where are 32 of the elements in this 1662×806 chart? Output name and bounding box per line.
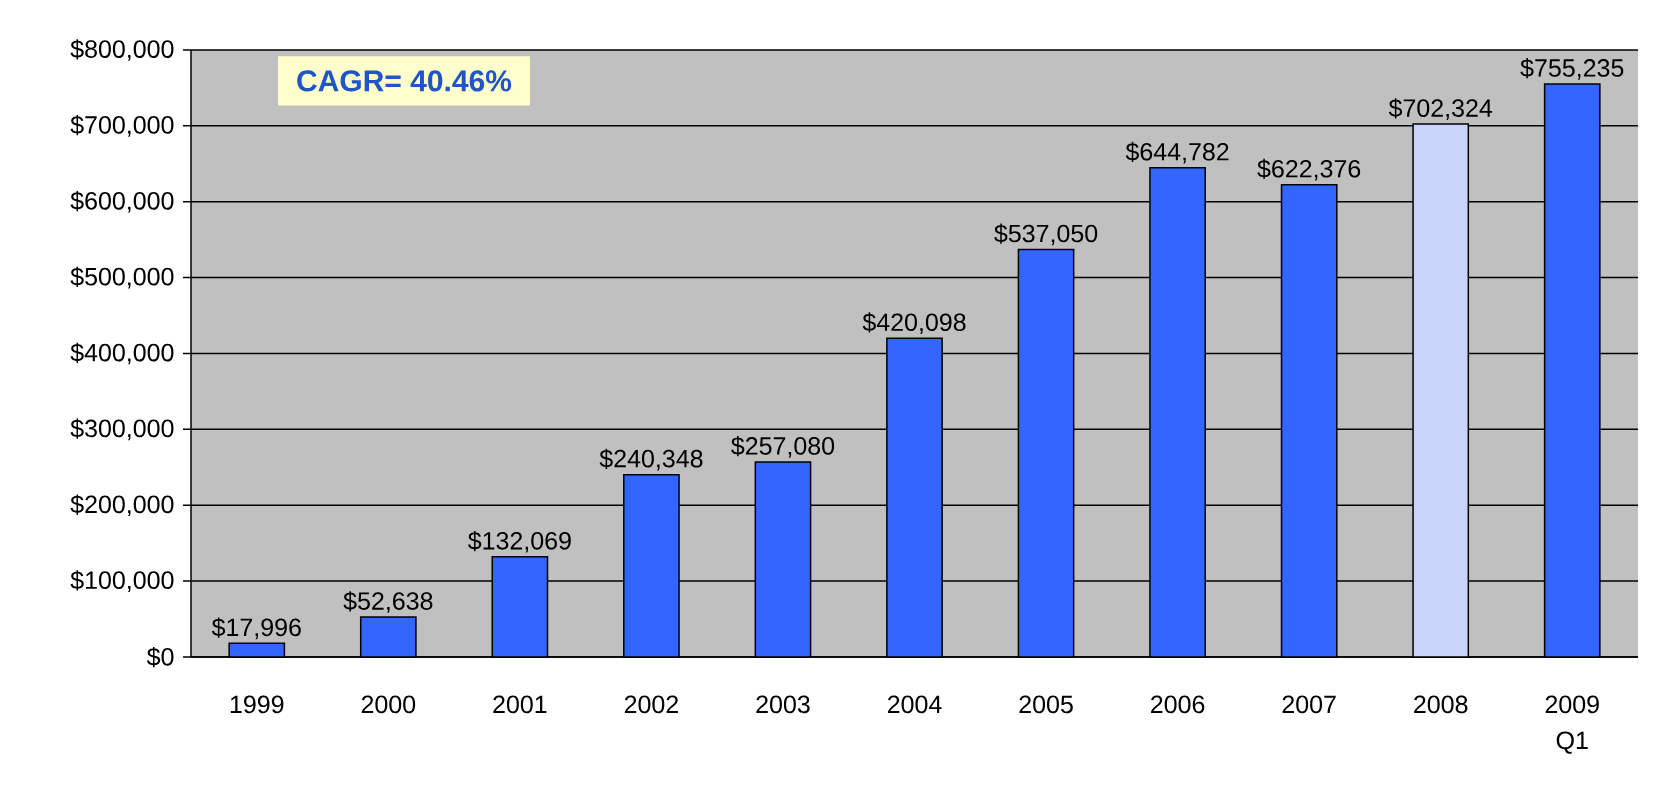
y-tick-label: $600,000 — [70, 190, 174, 213]
data-label: $537,050 — [994, 223, 1098, 246]
data-label: $755,235 — [1520, 58, 1624, 80]
x-tick-label: 2009 Q1 — [1545, 695, 1599, 754]
data-label: $622,376 — [1257, 158, 1361, 181]
x-tick-label: 2007 — [1282, 695, 1336, 714]
y-tick-label: $800,000 — [70, 39, 174, 61]
y-tick-label: $300,000 — [70, 418, 174, 441]
data-label: $702,324 — [1388, 98, 1493, 120]
data-label: $240,348 — [599, 448, 703, 471]
y-tick-label: $400,000 — [70, 342, 174, 365]
x-tick-label: 2000 — [361, 695, 416, 714]
data-label: $52,638 — [343, 591, 433, 613]
x-tick-label: 2006 — [1151, 695, 1205, 714]
data-label: $17,996 — [211, 617, 301, 640]
data-label: $420,098 — [862, 312, 966, 335]
data-label: $257,080 — [731, 436, 835, 458]
x-tick-label: 2001 — [493, 695, 547, 714]
data-label: $644,782 — [1125, 141, 1229, 164]
x-tick-label: 1999 — [230, 695, 284, 714]
y-tick-label: $0 — [146, 646, 174, 668]
y-tick-label: $200,000 — [70, 494, 174, 517]
x-tick-label: 2004 — [887, 695, 942, 714]
x-tick-label: 2008 — [1414, 695, 1468, 714]
y-tick-label: $100,000 — [70, 570, 174, 592]
y-tick-label: $500,000 — [70, 266, 174, 289]
x-tick-label: 2002 — [624, 695, 678, 714]
x-tick-label: 2003 — [756, 695, 810, 714]
annotation: CAGR= 40.46% — [297, 70, 512, 92]
y-tick-label: $700,000 — [70, 115, 174, 137]
data-label: $132,069 — [468, 530, 571, 553]
x-tick-label: 2005 — [1019, 695, 1073, 714]
